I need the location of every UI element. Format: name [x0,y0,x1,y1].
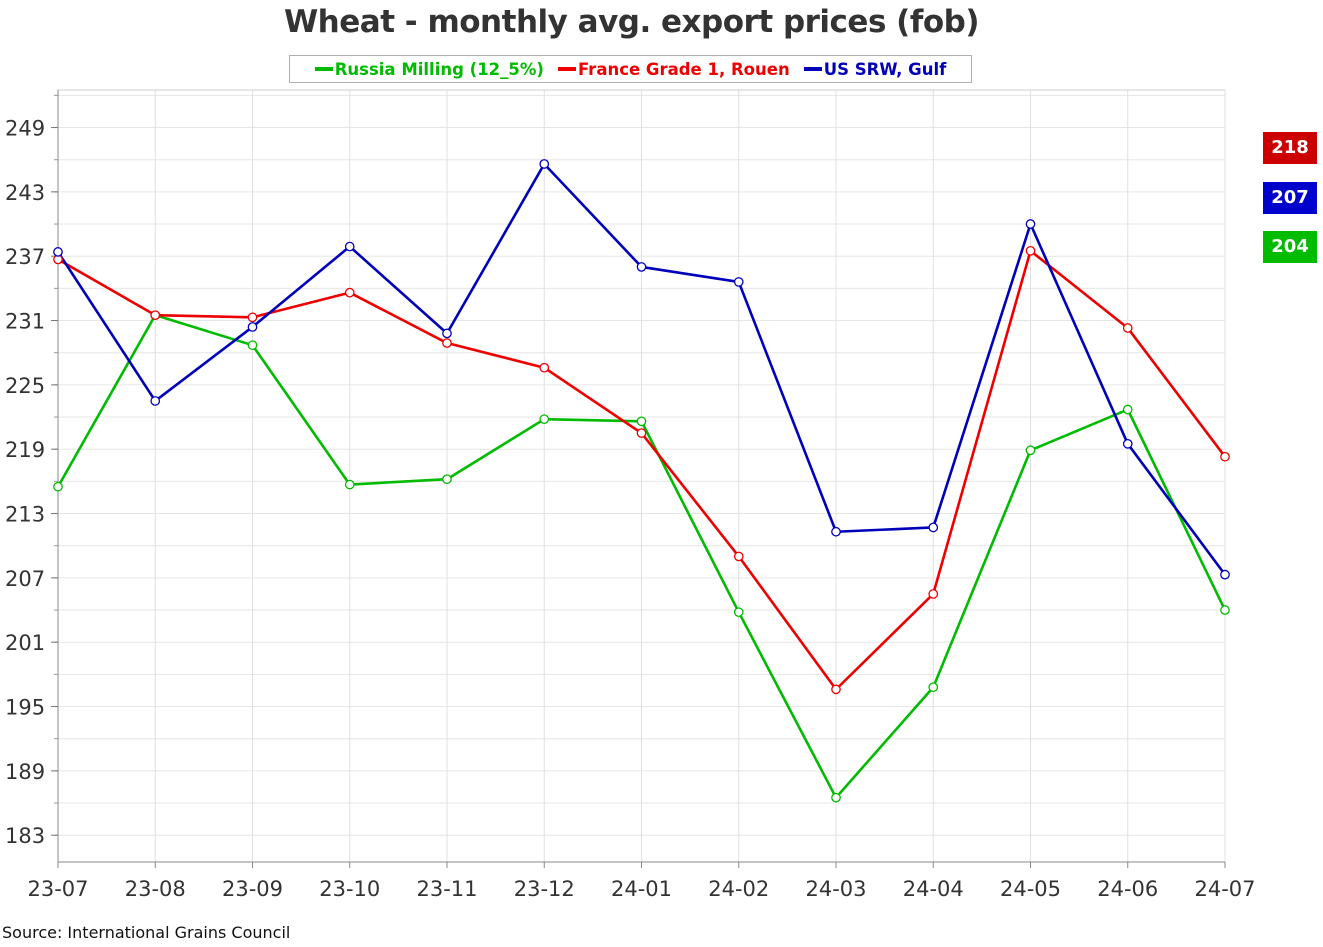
data-point-1 [1025,245,1036,256]
data-point-2 [150,396,161,406]
x-tick-label: 23-07 [27,877,88,901]
data-point-1 [928,589,939,599]
data-point-0 [733,607,744,618]
data-point-2 [539,159,550,169]
data-point-1 [1220,451,1230,462]
legend-item-us[interactable]: US SRW, Gulf [803,59,947,79]
legend-swatch-russia [314,67,333,71]
legend-label-us: US SRW, Gulf [823,59,947,79]
end-label-us: 207 [1263,182,1317,214]
legend-label-france: France Grade 1, Rouen [577,59,790,79]
y-tick-label: 207 [5,567,45,591]
data-point-2 [831,526,841,537]
data-point-2 [636,262,647,272]
data-point-0 [1025,445,1036,456]
y-tick-label: 225 [5,374,45,398]
x-tick-label: 23-11 [416,877,477,901]
data-point-0 [636,416,647,427]
end-label-russia: 204 [1263,231,1317,263]
x-tick-label: 24-03 [805,877,866,901]
data-point-0 [53,481,63,492]
data-point-1 [247,312,258,323]
data-point-1 [539,362,550,373]
y-tick-label: 237 [5,245,45,269]
data-point-2 [344,241,355,252]
data-point-1 [150,310,161,321]
data-point-0 [1220,605,1230,615]
y-tick-label: 249 [5,117,45,141]
legend: Russia Milling (12_5%) France Grade 1, R… [289,55,972,83]
data-point-2 [1025,219,1036,229]
data-point-0 [539,414,550,425]
x-tick-label: 24-04 [903,877,964,901]
x-tick-label: 24-06 [1097,877,1158,901]
data-point-1 [733,551,744,562]
data-point-0 [1122,404,1133,415]
data-point-1 [442,338,452,348]
data-point-2 [733,277,744,287]
data-point-1 [1122,323,1133,333]
data-point-2 [928,522,939,533]
data-point-0 [831,792,841,803]
data-point-1 [344,287,355,298]
legend-item-russia[interactable]: Russia Milling (12_5%) [314,59,544,79]
data-point-2 [247,322,258,332]
y-tick-label: 183 [5,824,45,848]
source-note: Source: International Grains Council [2,923,291,942]
x-tick-label: 24-02 [708,877,769,901]
legend-swatch-us [803,67,822,71]
data-point-2 [442,328,452,339]
end-label-france: 218 [1263,132,1317,164]
data-point-1 [636,428,647,438]
data-point-0 [928,682,939,693]
legend-label-russia: Russia Milling (12_5%) [334,59,544,79]
data-point-0 [247,340,258,351]
data-point-2 [1220,569,1230,580]
y-tick-label: 219 [5,438,45,462]
y-tick-label: 195 [5,696,45,720]
y-tick-label: 213 [5,503,45,527]
y-tick-label: 189 [5,760,45,784]
data-point-2 [1122,438,1133,449]
data-point-0 [344,479,355,490]
x-tick-label: 23-10 [319,877,380,901]
x-tick-label: 23-09 [222,877,283,901]
y-tick-label: 243 [5,181,45,205]
y-tick-label: 201 [5,631,45,655]
data-point-1 [831,684,841,695]
x-tick-label: 24-05 [1000,877,1061,901]
data-point-0 [442,474,452,485]
legend-swatch-france [557,67,576,71]
line-chart: 249 243 237 231 225 219 213 207 201 195 189 183 23-0… [5,89,1256,901]
x-tick-label: 24-01 [611,877,672,901]
x-tick-label: 23-12 [514,877,575,901]
legend-item-france[interactable]: France Grade 1, Rouen [557,59,790,79]
x-tick-label: 23-08 [125,877,186,901]
y-tick-label: 231 [5,310,45,334]
x-tick-label: 24-07 [1194,877,1255,901]
data-point-2 [53,247,63,257]
chart-title: Wheat - monthly avg. export prices (fob) [283,4,980,40]
